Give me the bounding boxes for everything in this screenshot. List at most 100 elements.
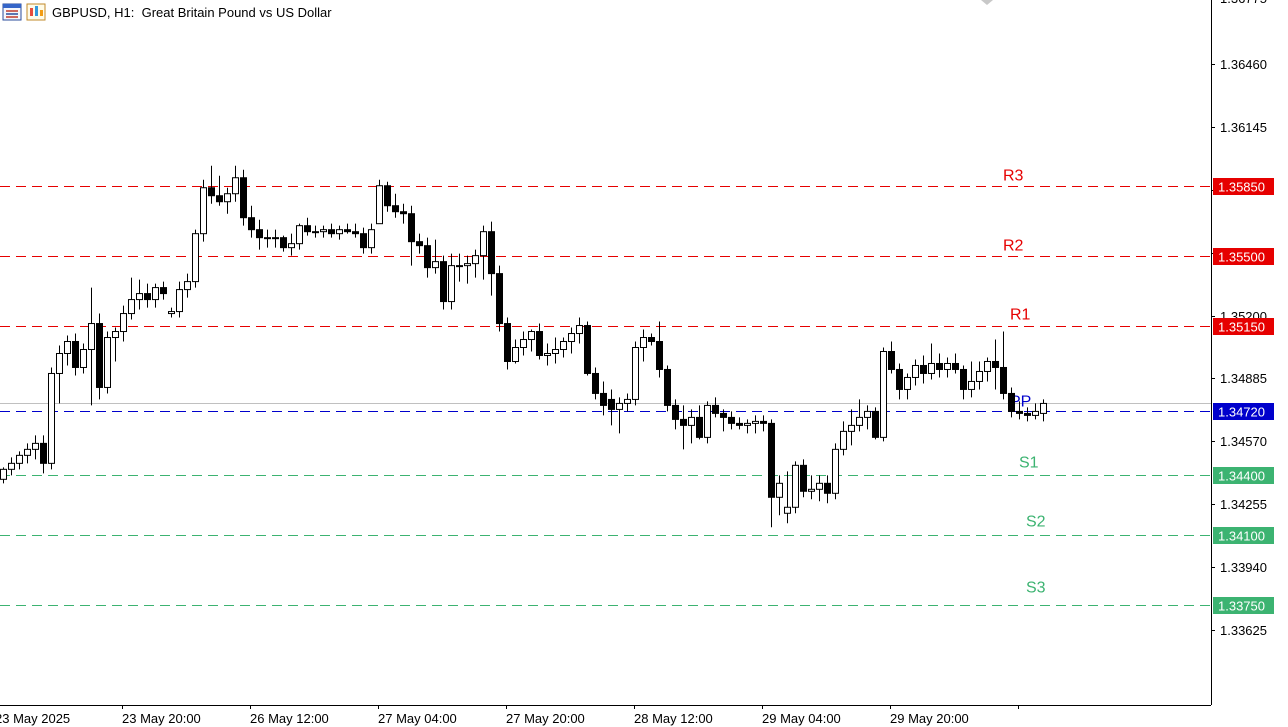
candle-body-bull: [632, 347, 639, 400]
time-tick-label: 26 May 12:00: [250, 711, 329, 726]
candle-body-bear: [768, 422, 775, 498]
candle-body-bear: [608, 398, 615, 410]
candle-body-bull: [32, 442, 39, 450]
candle-body-bull: [128, 299, 135, 315]
candle-body-bull: [816, 482, 823, 490]
symbol-list-icon[interactable]: [2, 3, 22, 21]
candle-body-bull: [976, 370, 983, 382]
level-label-pp: PP: [1010, 394, 1031, 411]
candle-body-bear: [352, 231, 359, 235]
candle-body-bull: [376, 185, 383, 225]
candle-body-bull: [520, 339, 527, 349]
candle-body-bull: [544, 352, 551, 356]
candle-body-bear: [40, 442, 47, 464]
candle-body-bull: [808, 488, 815, 492]
candle-body-bull: [432, 261, 439, 269]
candle-body-bull: [984, 360, 991, 372]
candle-body-bull: [120, 313, 127, 333]
candle-body-bull: [776, 482, 783, 498]
candle-body-bull: [792, 464, 799, 508]
candle-body-bull: [832, 448, 839, 494]
candle-body-bull: [16, 454, 23, 464]
candle-body-bear: [96, 323, 103, 388]
candle-body-bull: [288, 243, 295, 249]
candle-body-bear: [536, 331, 543, 356]
level-price-tag-r1: [1213, 318, 1274, 335]
candle-body-bull: [880, 351, 887, 438]
candle-body-bear: [248, 217, 255, 231]
candle-body-bull: [848, 424, 855, 432]
candle-body-bear: [1024, 412, 1031, 416]
candle-body-bear: [680, 418, 687, 426]
candle-body-bull: [224, 193, 231, 203]
candle-body-bear: [208, 187, 215, 197]
candle-body-bull: [104, 337, 111, 388]
candle-body-bear: [760, 420, 767, 424]
candle-body-bull: [368, 229, 375, 249]
candle-body-bull: [48, 372, 55, 464]
level-price-text-s3: 1.33750: [1218, 599, 1265, 614]
level-price-text-s2: 1.34100: [1218, 529, 1265, 544]
candle-body-bull: [1032, 410, 1039, 416]
candle-body-bull: [264, 237, 271, 240]
level-label-s3: S3: [1026, 580, 1046, 597]
candle-body-bull: [784, 506, 791, 514]
time-tick-label: 27 May 20:00: [506, 711, 585, 726]
price-tick-label: 1.36460: [1220, 57, 1267, 72]
candle-body-bull: [200, 187, 207, 235]
candle-body-bear: [1008, 392, 1015, 412]
level-price-tag-s1: [1213, 467, 1274, 484]
candle-body-bear: [408, 213, 415, 243]
candle-body-bear: [800, 464, 807, 492]
candle-body-bull: [320, 229, 327, 233]
candle-body-bear: [328, 229, 335, 235]
candle-body-bear: [736, 422, 743, 426]
candle-body-bull: [624, 398, 631, 404]
candle-body-bear: [648, 337, 655, 343]
candle-body-bear: [920, 364, 927, 374]
candle-body-bear: [160, 287, 167, 295]
candle-body-bull: [856, 416, 863, 426]
level-price-text-s1: 1.34400: [1218, 469, 1265, 484]
price-tick-label: 1.34885: [1220, 371, 1267, 386]
time-tick-label: 29 May 04:00: [762, 711, 841, 726]
candle-body-bull: [112, 331, 119, 339]
candle-body-bull: [64, 341, 71, 354]
candle-body-bull: [152, 287, 159, 301]
candle-body-bear: [440, 261, 447, 303]
candle-body-bull: [480, 231, 487, 257]
candle-body-bull: [464, 263, 471, 267]
candle-body-bull: [744, 422, 751, 426]
candle-body-bear: [344, 229, 351, 233]
candle-body-bull: [528, 331, 535, 341]
candle-body-bull: [136, 293, 143, 301]
candle-body-bear: [392, 205, 399, 213]
candle-body-bull: [704, 404, 711, 438]
candle-body-bear: [400, 211, 407, 215]
candle-body-bull: [192, 233, 199, 283]
candle-body-bear: [424, 245, 431, 269]
candle-body-bear: [504, 323, 511, 362]
candle-body-bear: [960, 368, 967, 390]
candle-body-bull: [904, 376, 911, 390]
candle-body-bear: [144, 293, 151, 301]
candle-body-bear: [488, 231, 495, 275]
price-tick-label: 1.36145: [1220, 120, 1267, 135]
level-label-r2: R2: [1003, 238, 1024, 255]
price-tick-label: 1.33940: [1220, 560, 1267, 575]
level-label-r3: R3: [1003, 168, 1024, 185]
candle-body-bull: [928, 362, 935, 374]
candle-body-bull: [840, 430, 847, 450]
candle-body-bull: [448, 265, 455, 303]
candle-body-bear: [72, 341, 79, 368]
chart-title: GBPUSD, H1: Great Britain Pound vs US Do…: [52, 4, 332, 20]
scroll-marker-icon[interactable]: [981, 0, 993, 5]
candle-body-bear: [600, 392, 607, 406]
chart-window-icon[interactable]: [26, 3, 46, 21]
candle-body-bear: [656, 341, 663, 370]
candle-body-bear: [696, 416, 703, 438]
candle-body-bear: [888, 351, 895, 370]
candle-body-bear: [992, 360, 999, 368]
